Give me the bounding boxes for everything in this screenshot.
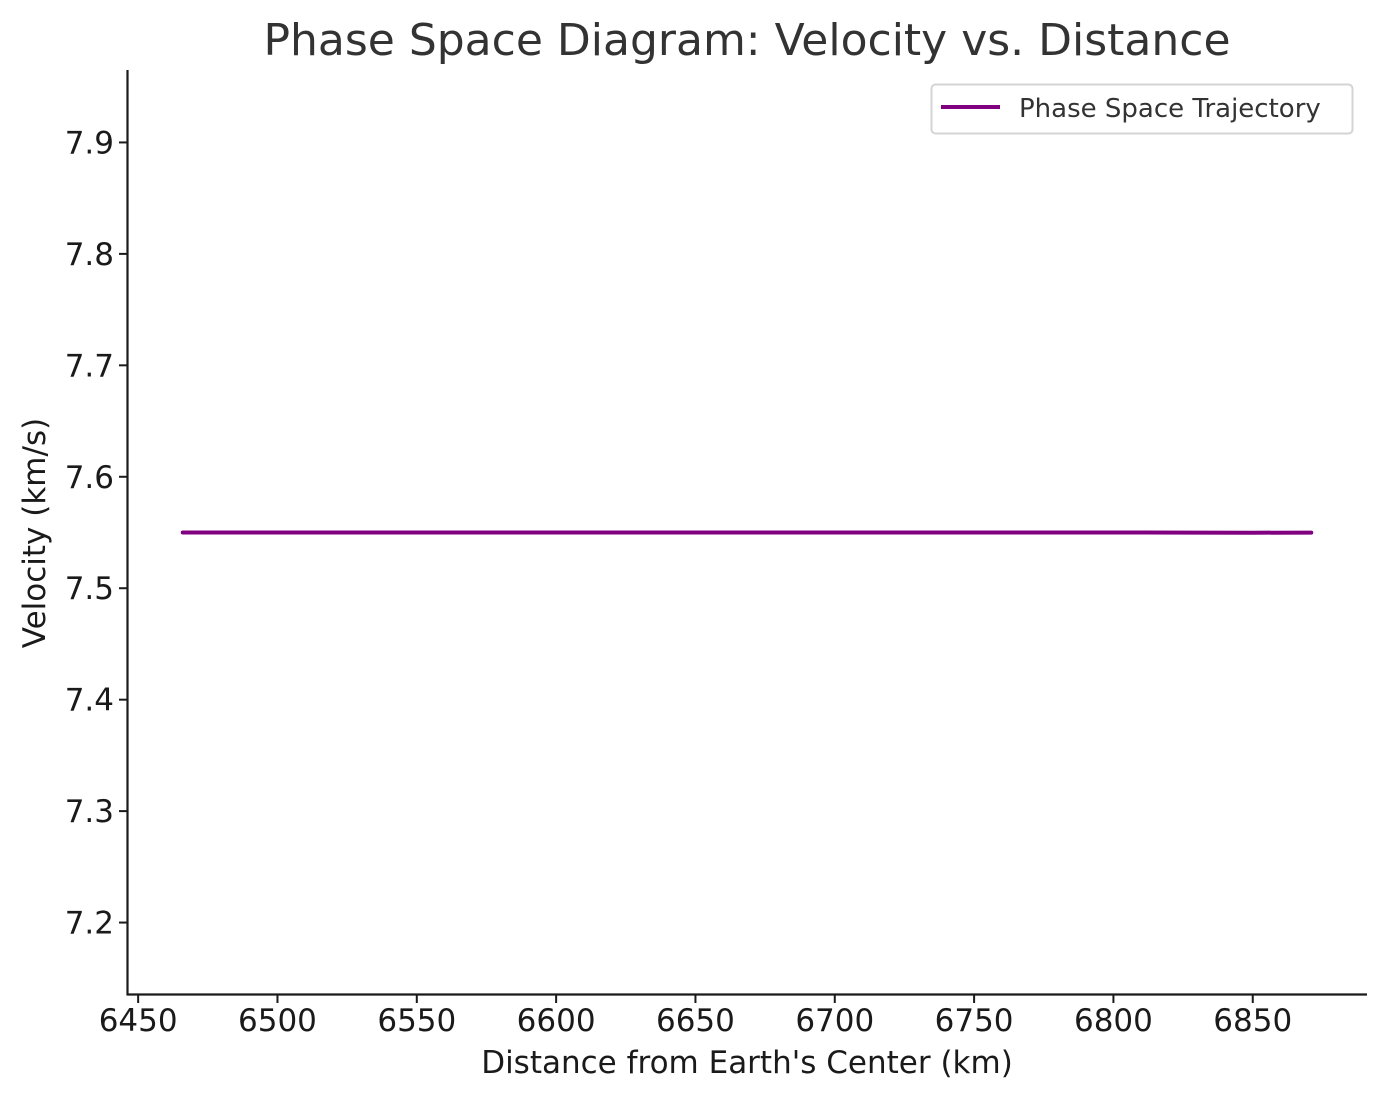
y-tick-label: 7.3 xyxy=(65,794,114,830)
chart-title: Phase Space Diagram: Velocity vs. Distan… xyxy=(263,15,1230,66)
x-tick-label: 6450 xyxy=(99,1003,178,1039)
x-tick-label: 6850 xyxy=(1213,1003,1292,1039)
y-axis-label: Velocity (km/s) xyxy=(17,418,53,648)
x-tick-label: 6800 xyxy=(1074,1003,1153,1039)
legend-box xyxy=(930,83,1354,135)
x-tick-label: 6500 xyxy=(238,1003,317,1039)
y-ticks: 7.2 7.3 7.4 7.5 7.6 7.7 7.8 7.9 xyxy=(65,125,127,942)
legend-label: Phase Space Trajectory xyxy=(1019,94,1321,124)
y-tick-label: 7.8 xyxy=(65,237,114,273)
y-tick-label: 7.9 xyxy=(65,125,114,161)
x-tick-label: 6750 xyxy=(935,1003,1014,1039)
y-tick-label: 7.7 xyxy=(65,348,114,384)
y-tick-label: 7.2 xyxy=(65,906,114,942)
legend: Phase Space Trajectory xyxy=(930,83,1354,135)
x-tick-label: 6550 xyxy=(377,1003,456,1039)
x-tick-label: 6600 xyxy=(517,1003,596,1039)
y-tick-label: 7.4 xyxy=(65,683,114,719)
plot-area: 6450 6500 6550 6600 6650 6700 6750 6800 6850 7.2… xyxy=(65,70,1367,1039)
x-ticks: 6450 6500 6550 6600 6650 6700 6750 6800 6850 xyxy=(99,995,1292,1039)
y-tick-label: 7.6 xyxy=(65,460,114,496)
y-tick-label: 7.5 xyxy=(65,571,114,607)
x-tick-label: 6650 xyxy=(656,1003,735,1039)
x-axis-label: Distance from Earth's Center (km) xyxy=(481,1045,1013,1081)
x-tick-label: 6700 xyxy=(795,1003,874,1039)
